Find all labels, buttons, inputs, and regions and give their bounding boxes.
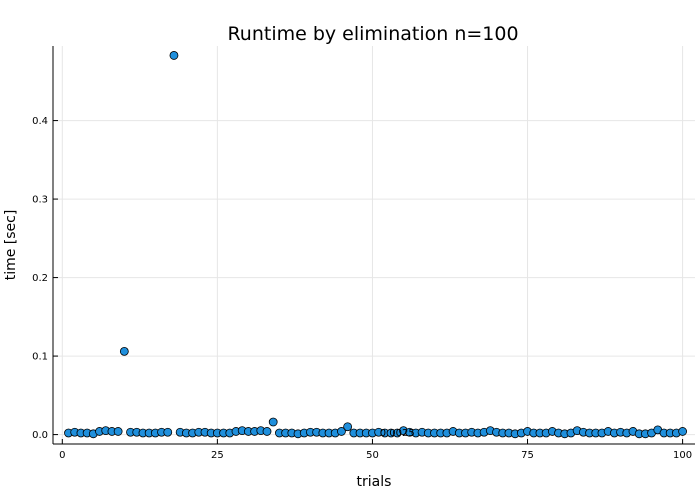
data-point bbox=[113, 427, 123, 436]
x-tick-label: 50 bbox=[366, 450, 379, 461]
data-point bbox=[262, 427, 272, 436]
x-tick-label: 75 bbox=[521, 450, 534, 461]
data-point bbox=[337, 427, 346, 436]
data-point bbox=[268, 417, 278, 427]
data-point bbox=[169, 51, 179, 60]
x-tick-label: 25 bbox=[211, 450, 224, 461]
data-points bbox=[64, 51, 687, 439]
data-point bbox=[343, 422, 353, 432]
y-ticks: 0.0 0.1 0.2 0.3 0.4 bbox=[32, 116, 58, 441]
grid-lines bbox=[53, 46, 695, 444]
data-point bbox=[678, 427, 687, 436]
data-point bbox=[163, 427, 173, 437]
data-point bbox=[119, 346, 129, 356]
y-axis-label: time [sec] bbox=[3, 210, 19, 281]
x-tick-label: 100 bbox=[673, 450, 692, 461]
x-tick-label: 0 bbox=[59, 450, 65, 461]
chart-title: Runtime by elimination n=100 bbox=[227, 23, 518, 45]
point-annotation: 0.0025 bbox=[380, 428, 415, 439]
y-tick-label: 0.0 bbox=[32, 430, 48, 441]
y-tick-label: 0.4 bbox=[32, 116, 48, 127]
axes bbox=[52, 46, 695, 445]
x-axis-label: trials bbox=[357, 474, 392, 490]
y-tick-label: 0.2 bbox=[32, 273, 48, 284]
y-tick-label: 0.1 bbox=[32, 352, 48, 363]
y-tick-label: 0.3 bbox=[32, 195, 48, 206]
x-ticks: 0 25 50 75 100 bbox=[59, 439, 692, 461]
